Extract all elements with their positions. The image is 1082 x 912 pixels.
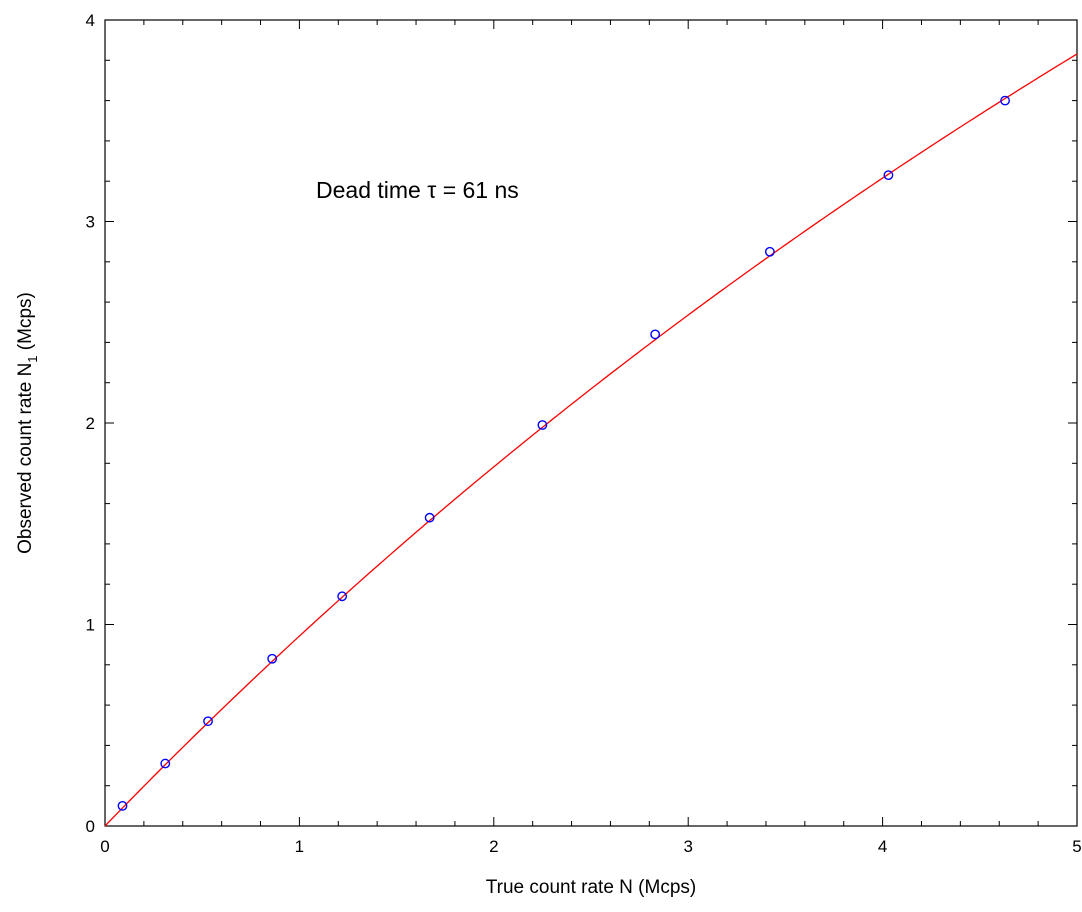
tick-labels: 0 1 2 3 4 5 0 1 2 3 4 [86,11,1082,856]
data-point [764,246,775,257]
y-tick-label: 1 [86,616,95,635]
y-tick-label: 0 [86,817,95,836]
axis-ticks [104,19,1078,827]
y-tick-label: 4 [86,11,95,30]
data-point [1000,95,1010,106]
x-tick-label: 5 [1072,837,1081,856]
data-point [883,170,894,181]
fit-curve [104,53,1078,827]
x-tick-label: 4 [878,837,887,856]
data-point [424,512,435,523]
y-tick-label: 3 [86,213,95,232]
x-tick-label: 0 [100,837,109,856]
annotation-dead-time: Dead time τ = 61 ns [316,177,519,203]
data-point [267,653,278,664]
data-point [160,758,171,769]
x-tick-label: 2 [489,837,498,856]
x-tick-label: 3 [683,837,692,856]
data-point [203,716,213,727]
y-axis-label: Observed count rate N1 (Mcps) [15,292,40,554]
plot-frame [104,19,1078,827]
data-point [650,329,661,340]
y-axis-label-unit: (Mcps) [15,292,36,355]
y-axis-label-main: Observed count rate N [15,363,36,554]
x-axis-label: True count rate N (Mcps) [486,877,696,898]
data-point [117,800,128,811]
y-axis-label-subscript: 1 [25,355,40,362]
y-tick-label: 2 [86,414,95,433]
data-point [337,591,348,602]
x-tick-label: 1 [295,837,304,856]
data-point [537,420,548,430]
data-points [117,95,1010,811]
